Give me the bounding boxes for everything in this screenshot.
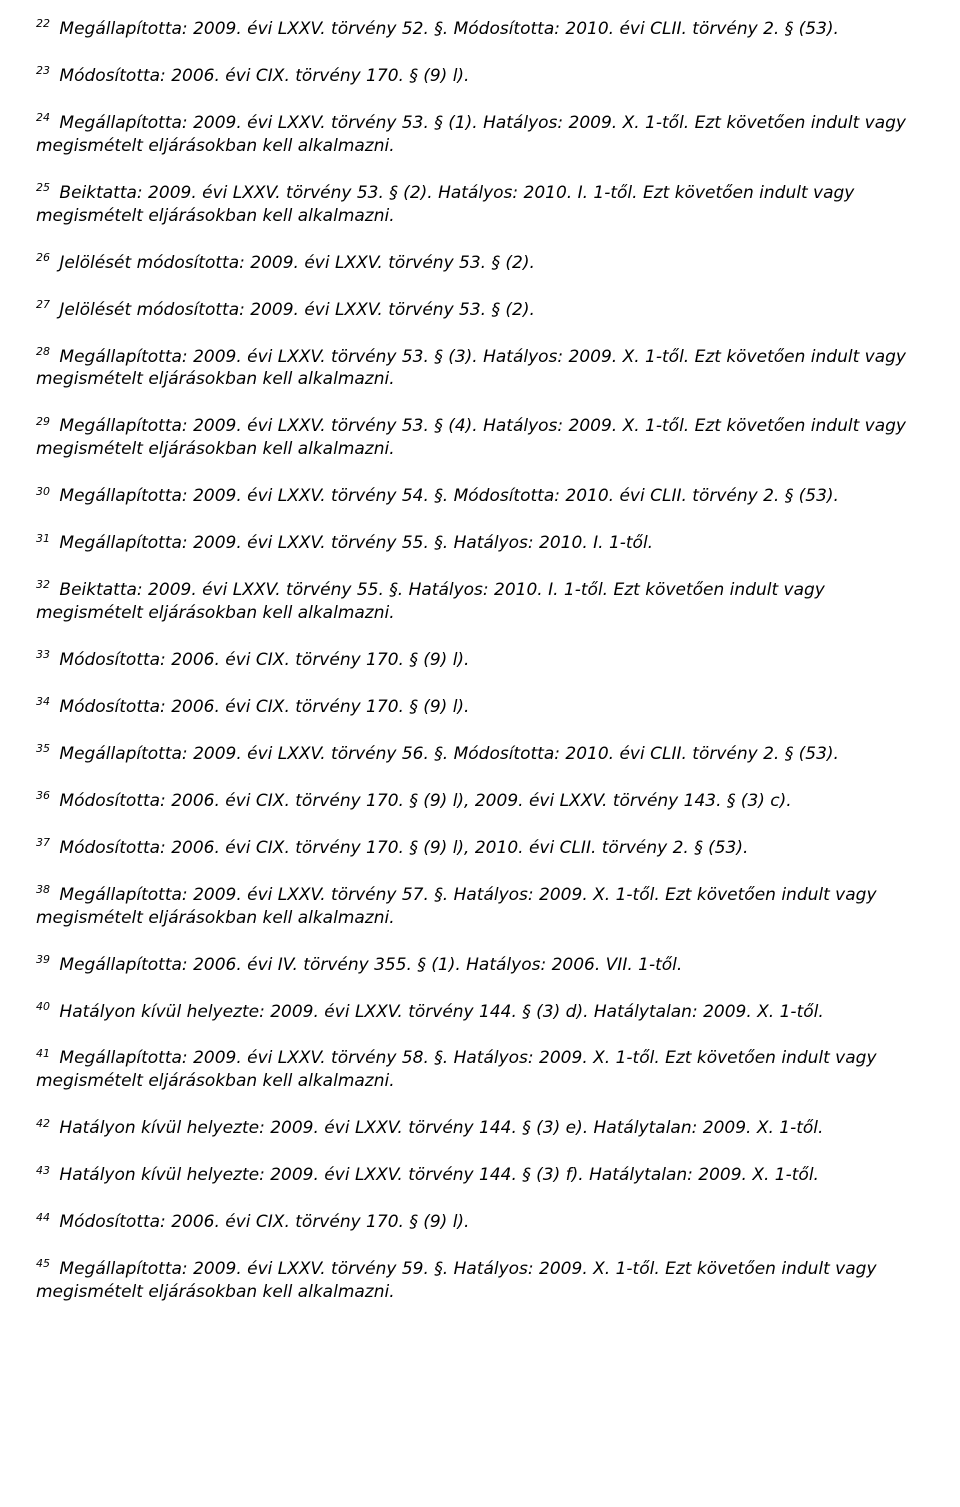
footnote-text: Módosította: 2006. évi CIX. törvény 170.…: [59, 1212, 469, 1232]
footnote-ref: 30: [36, 485, 50, 498]
footnote-30: 30 Megállapította: 2009. évi LXXV. törvé…: [36, 485, 924, 508]
footnote-34: 34 Módosította: 2006. évi CIX. törvény 1…: [36, 696, 924, 719]
footnote-ref: 32: [36, 578, 50, 591]
footnote-31: 31 Megállapította: 2009. évi LXXV. törvé…: [36, 532, 924, 555]
footnote-43: 43 Hatályon kívül helyezte: 2009. évi LX…: [36, 1164, 924, 1187]
footnote-25: 25 Beiktatta: 2009. évi LXXV. törvény 53…: [36, 182, 924, 228]
footnote-29: 29 Megállapította: 2009. évi LXXV. törvé…: [36, 415, 924, 461]
footnote-ref: 39: [36, 953, 50, 966]
footnote-text: Hatályon kívül helyezte: 2009. évi LXXV.…: [59, 1002, 823, 1022]
footnote-37: 37 Módosította: 2006. évi CIX. törvény 1…: [36, 837, 924, 860]
footnote-text: Módosította: 2006. évi CIX. törvény 170.…: [59, 791, 791, 811]
footnote-ref: 42: [36, 1117, 50, 1130]
footnote-text: Beiktatta: 2009. évi LXXV. törvény 55. §…: [36, 580, 825, 623]
footnote-ref: 45: [36, 1257, 50, 1270]
footnote-text: Hatályon kívül helyezte: 2009. évi LXXV.…: [59, 1165, 819, 1185]
footnote-26: 26 Jelölését módosította: 2009. évi LXXV…: [36, 252, 924, 275]
footnote-ref: 29: [36, 415, 50, 428]
footnote-text: Megállapította: 2009. évi LXXV. törvény …: [36, 1259, 877, 1302]
footnote-text: Jelölését módosította: 2009. évi LXXV. t…: [59, 253, 534, 273]
footnote-33: 33 Módosította: 2006. évi CIX. törvény 1…: [36, 649, 924, 672]
footnote-text: Módosította: 2006. évi CIX. törvény 170.…: [59, 650, 469, 670]
footnote-ref: 33: [36, 648, 50, 661]
footnote-ref: 43: [36, 1164, 50, 1177]
footnote-ref: 26: [36, 251, 50, 264]
footnote-text: Megállapította: 2009. évi LXXV. törvény …: [36, 113, 906, 156]
footnote-text: Megállapította: 2009. évi LXXV. törvény …: [59, 533, 653, 553]
footnote-32: 32 Beiktatta: 2009. évi LXXV. törvény 55…: [36, 579, 924, 625]
footnote-ref: 25: [36, 181, 50, 194]
footnotes-container: 22 Megállapította: 2009. évi LXXV. törvé…: [36, 18, 924, 1304]
footnote-text: Megállapította: 2009. évi LXXV. törvény …: [59, 19, 839, 39]
footnote-ref: 27: [36, 298, 50, 311]
footnote-text: Módosította: 2006. évi CIX. törvény 170.…: [59, 697, 469, 717]
footnote-45: 45 Megállapította: 2009. évi LXXV. törvé…: [36, 1258, 924, 1304]
footnote-ref: 37: [36, 836, 50, 849]
footnote-text: Jelölését módosította: 2009. évi LXXV. t…: [59, 300, 534, 320]
footnote-ref: 28: [36, 345, 50, 358]
footnote-ref: 34: [36, 695, 50, 708]
footnote-ref: 36: [36, 789, 50, 802]
footnote-42: 42 Hatályon kívül helyezte: 2009. évi LX…: [36, 1117, 924, 1140]
footnote-ref: 41: [36, 1047, 50, 1060]
footnote-text: Megállapította: 2009. évi LXXV. törvény …: [36, 416, 906, 459]
footnote-44: 44 Módosította: 2006. évi CIX. törvény 1…: [36, 1211, 924, 1234]
footnote-text: Megállapította: 2006. évi IV. törvény 35…: [59, 955, 682, 975]
footnote-28: 28 Megállapította: 2009. évi LXXV. törvé…: [36, 346, 924, 392]
footnote-23: 23 Módosította: 2006. évi CIX. törvény 1…: [36, 65, 924, 88]
footnote-text: Hatályon kívül helyezte: 2009. évi LXXV.…: [59, 1118, 823, 1138]
footnote-ref: 35: [36, 742, 50, 755]
footnote-text: Megállapította: 2009. évi LXXV. törvény …: [59, 744, 839, 764]
footnote-text: Módosította: 2006. évi CIX. törvény 170.…: [59, 66, 469, 86]
footnote-ref: 38: [36, 883, 50, 896]
footnote-text: Megállapította: 2009. évi LXXV. törvény …: [36, 1048, 877, 1091]
footnote-38: 38 Megállapította: 2009. évi LXXV. törvé…: [36, 884, 924, 930]
footnote-text: Módosította: 2006. évi CIX. törvény 170.…: [59, 838, 748, 858]
footnote-24: 24 Megállapította: 2009. évi LXXV. törvé…: [36, 112, 924, 158]
footnote-text: Megállapította: 2009. évi LXXV. törvény …: [59, 486, 839, 506]
footnote-35: 35 Megállapította: 2009. évi LXXV. törvé…: [36, 743, 924, 766]
footnote-ref: 31: [36, 532, 50, 545]
footnote-22: 22 Megállapította: 2009. évi LXXV. törvé…: [36, 18, 924, 41]
footnote-ref: 44: [36, 1211, 50, 1224]
footnote-27: 27 Jelölését módosította: 2009. évi LXXV…: [36, 299, 924, 322]
footnote-ref: 22: [36, 17, 50, 30]
footnote-41: 41 Megállapította: 2009. évi LXXV. törvé…: [36, 1047, 924, 1093]
footnote-text: Megállapította: 2009. évi LXXV. törvény …: [36, 885, 877, 928]
footnote-text: Megállapította: 2009. évi LXXV. törvény …: [36, 347, 906, 390]
footnote-40: 40 Hatályon kívül helyezte: 2009. évi LX…: [36, 1001, 924, 1024]
footnote-36: 36 Módosította: 2006. évi CIX. törvény 1…: [36, 790, 924, 813]
footnote-39: 39 Megállapította: 2006. évi IV. törvény…: [36, 954, 924, 977]
footnote-text: Beiktatta: 2009. évi LXXV. törvény 53. §…: [36, 183, 854, 226]
footnote-ref: 40: [36, 1000, 50, 1013]
footnote-ref: 23: [36, 64, 50, 77]
footnote-ref: 24: [36, 111, 50, 124]
